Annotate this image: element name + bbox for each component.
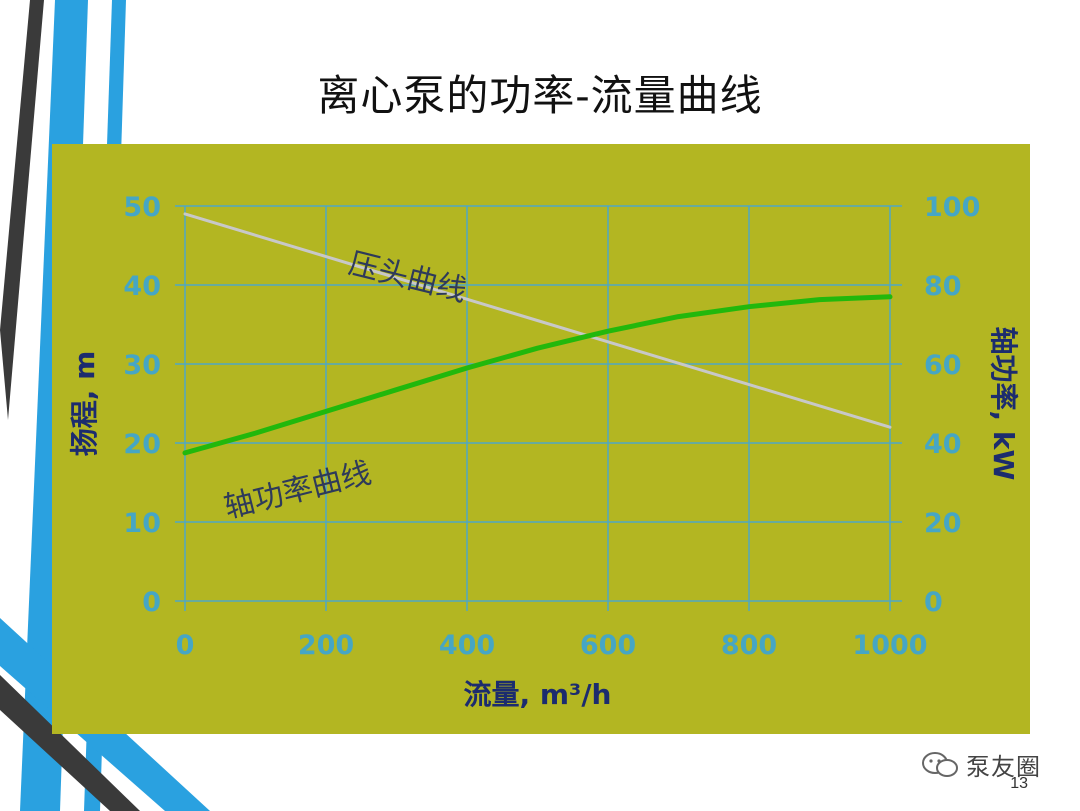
power-curve-line (182, 294, 893, 456)
power-curve-label: 轴功率曲线 (221, 456, 375, 526)
slide-title: 离心泵的功率-流量曲线 (317, 71, 763, 120)
series (182, 212, 893, 456)
y-right-tick-label: 40 (924, 429, 962, 460)
x-tick-label: 600 (580, 630, 636, 661)
left-dark-stripe (0, 0, 44, 420)
x-tick-label: 0 (176, 630, 195, 661)
y-left-tick-label: 20 (123, 429, 161, 460)
watermark: 泵友圈 (920, 748, 1060, 781)
x-tick-label: 1000 (852, 630, 927, 661)
y-right-tick-label: 80 (924, 271, 962, 302)
x-tick-label: 200 (298, 630, 354, 661)
y-left-tick-label: 50 (123, 192, 161, 223)
x-tick-label: 400 (439, 630, 495, 661)
y-left-tick-label: 30 (123, 350, 161, 381)
x-axis-title: 流量, m³/h (464, 678, 612, 711)
x-tick-label: 800 (721, 630, 777, 661)
head-curve-label: 压头曲线 (345, 246, 470, 309)
y-right-tick-label: 100 (924, 192, 980, 223)
y-left-tick-label: 0 (142, 587, 161, 618)
head-curve-line (183, 212, 892, 429)
bottom-dark-stripe (0, 675, 140, 811)
y-left-tick-label: 10 (123, 508, 161, 539)
page-number: 13 (1010, 775, 1028, 792)
y-right-axis-title: 轴功率, kW (987, 327, 1020, 481)
axes: 0 200 400 600 800 1000 0 10 20 30 40 50 0 20 40 60 80 100… (68, 192, 1020, 711)
y-right-tick-label: 0 (924, 587, 943, 618)
performance-chart: 0 200 400 600 800 1000 0 10 20 30 40 50 0 20 40 60 80 100… (68, 192, 1020, 711)
y-right-tick-label: 20 (924, 508, 962, 539)
watermark-text: 泵友圈 (966, 752, 1041, 781)
wechat-icon (922, 752, 958, 777)
y-left-axis-title: 扬程, m (68, 351, 101, 457)
y-right-tick-label: 60 (924, 350, 962, 381)
chart-panel: 0 200 400 600 800 1000 0 10 20 30 40 50 0 20 40 60 80 100… (52, 144, 1030, 734)
y-left-tick-label: 40 (123, 271, 161, 302)
grid (175, 205, 902, 611)
